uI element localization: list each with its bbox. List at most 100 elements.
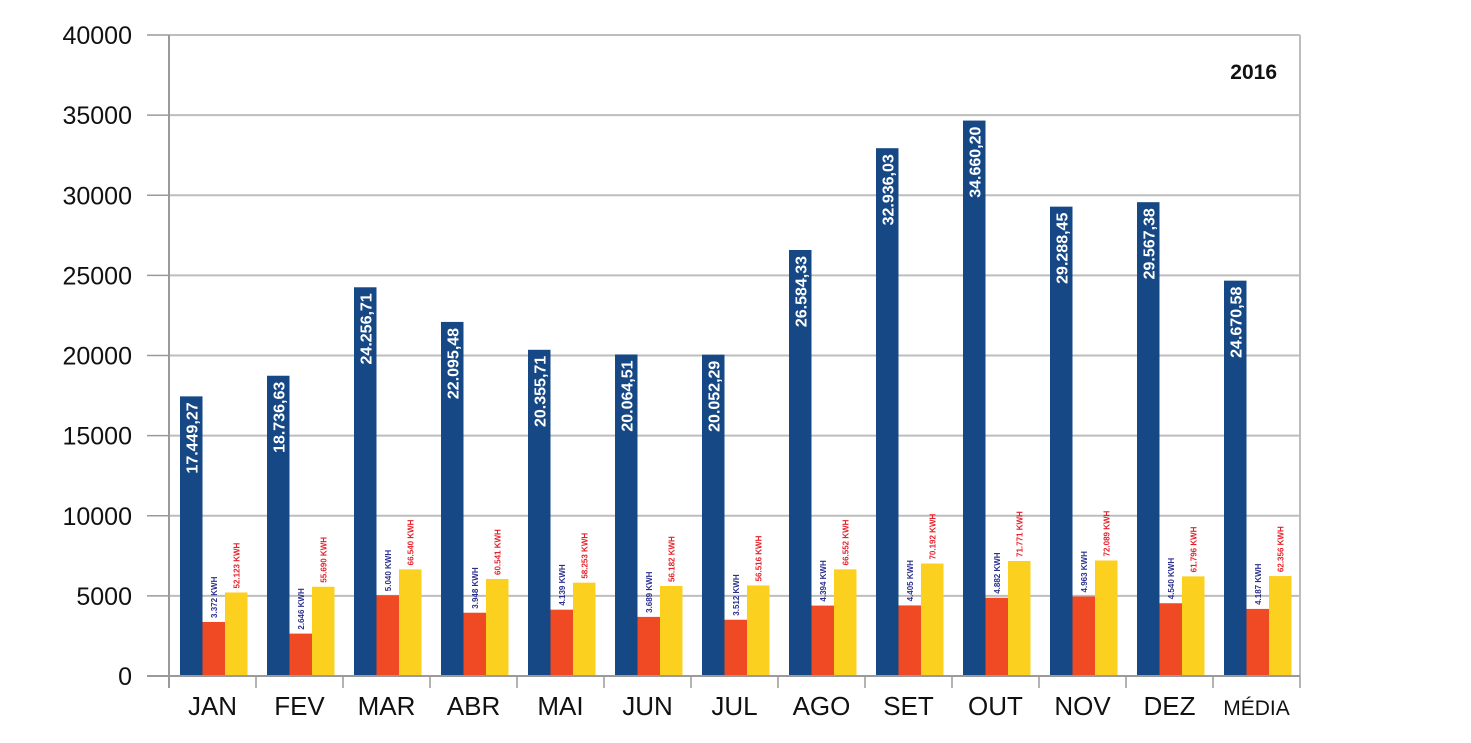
- bar-s2-mar: [399, 569, 422, 676]
- data-label: 72.089 KWH: [1102, 510, 1111, 556]
- data-labels: 17.449,27 18.736,63 24.256,71 22.095,48 20.3…: [184, 126, 1285, 629]
- bar-s1-dez: [1159, 603, 1182, 676]
- data-label: 66.540 KWH: [406, 519, 415, 565]
- data-label: 62.356 KWH: [1276, 526, 1285, 572]
- category-label: MÉDIA: [1223, 697, 1290, 720]
- data-label: 3.948 KWH: [471, 567, 480, 609]
- bar-s2-set: [921, 563, 944, 676]
- bar-s0-mai: [528, 349, 551, 676]
- y-tick-label: 25000: [62, 262, 132, 290]
- bar-s0-dez: [1137, 202, 1160, 676]
- axes: [147, 34, 1301, 688]
- year-label: 2016: [1230, 61, 1277, 84]
- y-tick-label: 35000: [62, 102, 132, 130]
- bar-s0-fev: [267, 375, 290, 676]
- category-label: DEZ: [1144, 691, 1196, 721]
- bar-s1-mai: [550, 609, 573, 676]
- data-label: 2.646 KWH: [297, 588, 306, 630]
- data-label: 58.253 KWH: [580, 533, 589, 579]
- data-label: 32.936,03: [880, 154, 897, 225]
- bar-s1-jul: [724, 619, 747, 676]
- data-label: 26.584,33: [793, 256, 810, 327]
- data-label: 29.288,45: [1054, 213, 1071, 284]
- y-tick-label: 20000: [62, 343, 132, 371]
- bars: [180, 120, 1292, 676]
- bar-s2-mai: [573, 582, 596, 676]
- data-label: 3.689 KWH: [645, 571, 654, 613]
- data-label: 20.064,51: [619, 360, 636, 431]
- category-label: MAI: [537, 691, 583, 721]
- category-label: FEV: [274, 691, 325, 721]
- data-label: 4.540 KWH: [1167, 558, 1176, 600]
- bar-s0-nov: [1050, 206, 1073, 676]
- bar-s1-fev: [289, 633, 312, 676]
- data-label: 20.355,71: [532, 356, 549, 427]
- bar-s2-jul: [747, 585, 770, 676]
- bar-s0-set: [876, 148, 899, 676]
- bar-s0-mar: [354, 287, 377, 676]
- data-label: 5.040 KWH: [384, 550, 393, 592]
- category-label: SET: [883, 691, 934, 721]
- y-tick-label: 10000: [62, 503, 132, 531]
- bar-s2-nov: [1095, 560, 1118, 676]
- bar-s2-ago: [834, 569, 857, 676]
- category-label: ABR: [447, 691, 500, 721]
- data-label: 4.405 KWH: [906, 560, 915, 602]
- y-tick-label: 15000: [62, 423, 132, 451]
- category-label: NOV: [1054, 691, 1111, 721]
- category-label: JUN: [622, 691, 673, 721]
- y-tick-labels: 0 5000 10000 15000 20000 25000 30000 35000 40000: [62, 22, 132, 691]
- data-label: 29.567,38: [1141, 208, 1158, 279]
- bar-s2-jan: [225, 592, 248, 676]
- data-label: 22.095,48: [445, 328, 462, 399]
- data-label: 55.690 KWH: [319, 537, 328, 583]
- bar-s2-fev: [312, 586, 335, 676]
- data-label: 61.796 KWH: [1189, 526, 1198, 572]
- bar-s2-out: [1008, 560, 1031, 676]
- bar-s1-mar: [376, 595, 399, 676]
- bar-s2-dez: [1182, 576, 1205, 676]
- data-label: 52.123 KWH: [232, 542, 241, 588]
- bar-s1-out: [985, 597, 1008, 676]
- bar-s0-jun: [615, 354, 638, 676]
- bar-s1-jan: [202, 621, 225, 676]
- bar-s0-média: [1224, 280, 1247, 676]
- data-label: 4.187 KWH: [1254, 563, 1263, 605]
- y-tick-label: 5000: [76, 583, 132, 611]
- bar-s1-média: [1246, 608, 1269, 676]
- y-tick-label: 30000: [62, 182, 132, 210]
- category-label: MAR: [358, 691, 416, 721]
- data-label: 71.771 KWH: [1015, 511, 1024, 557]
- y-tick-label: 0: [118, 663, 132, 691]
- data-label: 4.139 KWH: [558, 564, 567, 606]
- data-label: 4.394 KWH: [819, 560, 828, 602]
- bar-s1-ago: [811, 605, 834, 676]
- bar-s1-nov: [1072, 596, 1095, 676]
- data-label: 3.512 KWH: [732, 574, 741, 616]
- data-label: 24.670,58: [1228, 287, 1245, 358]
- bar-s0-jul: [702, 354, 725, 676]
- bar-s1-jun: [637, 616, 660, 676]
- data-label: 24.256,71: [358, 293, 375, 364]
- data-label: 3.372 KWH: [210, 576, 219, 618]
- data-label: 66.552 KWH: [841, 519, 850, 565]
- bar-s2-abr: [486, 578, 509, 676]
- bar-s0-jan: [180, 396, 203, 676]
- bar-s2-média: [1269, 576, 1292, 676]
- data-label: 34.660,20: [967, 126, 984, 197]
- data-label: 60.541 KWH: [493, 529, 502, 575]
- bar-s0-ago: [789, 249, 812, 676]
- data-label: 17.449,27: [184, 402, 201, 473]
- bar-s2-jun: [660, 585, 683, 676]
- bar-s0-out: [963, 120, 986, 676]
- category-label: OUT: [968, 691, 1023, 721]
- bar-s1-abr: [463, 612, 486, 676]
- y-tick-label: 40000: [62, 22, 132, 50]
- category-label: JUL: [711, 691, 757, 721]
- data-label: 70.192 KWH: [928, 514, 937, 560]
- bar-s0-abr: [441, 321, 464, 676]
- data-label: 4.963 KWH: [1080, 551, 1089, 593]
- data-label: 56.182 KWH: [667, 536, 676, 582]
- category-labels: JAN FEV MAR ABR MAI JUN JUL AGO SET OUT NOV DEZ MÉDI…: [188, 691, 1290, 721]
